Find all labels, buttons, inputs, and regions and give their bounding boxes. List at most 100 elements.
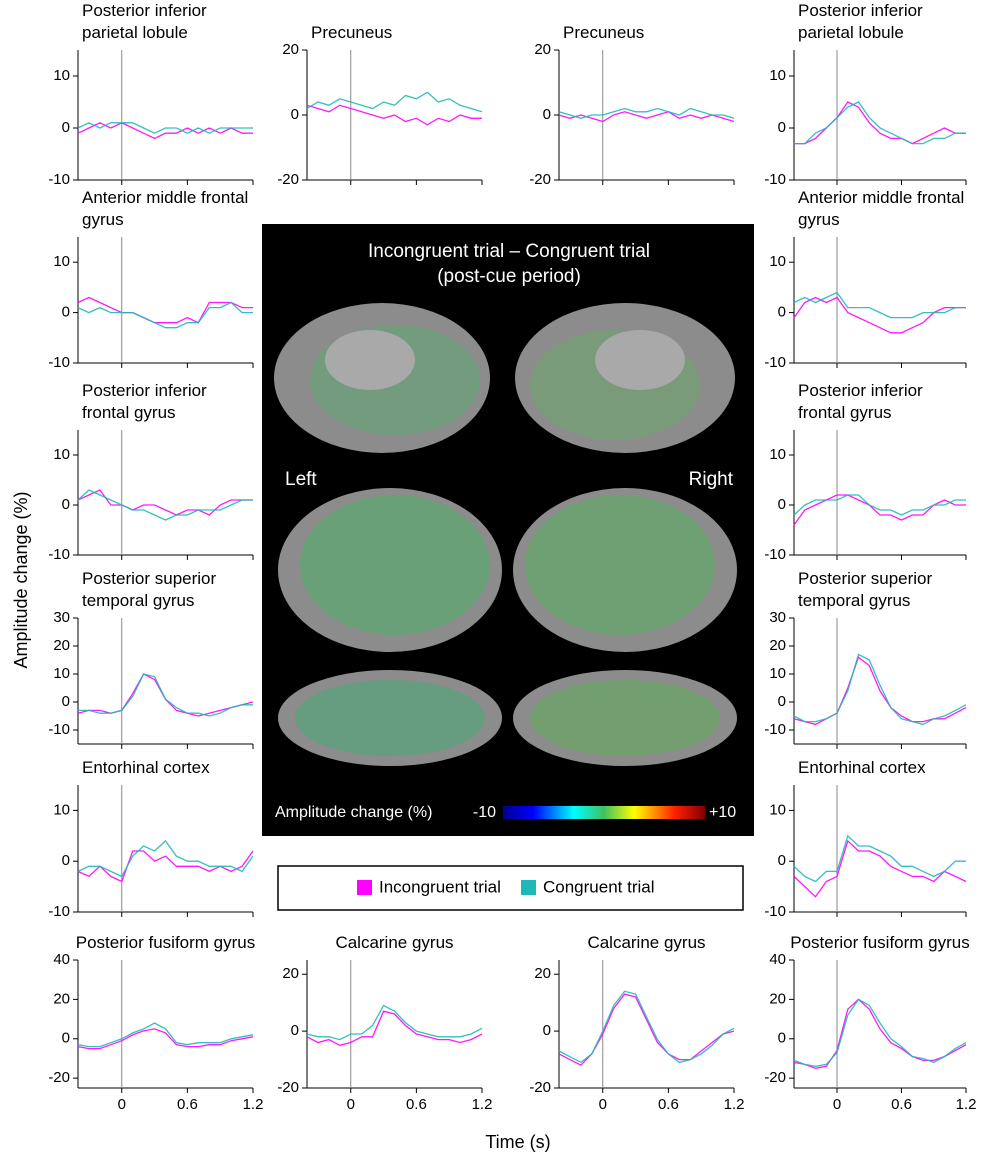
y-tick-label: 0 <box>778 496 786 513</box>
y-tick-label: 0 <box>543 106 551 123</box>
y-tick-label: 30 <box>53 609 70 626</box>
y-tick-label: 0 <box>62 304 70 321</box>
series-line <box>794 999 966 1066</box>
x-tick-label: 0 <box>347 1096 355 1113</box>
series-line <box>794 102 966 144</box>
y-tick-label: -10 <box>48 721 70 738</box>
y-axis-label: Amplitude change (%) <box>11 491 31 668</box>
series-line <box>794 999 966 1068</box>
x-tick-label: 0.6 <box>658 1096 679 1113</box>
y-tick-label: 10 <box>769 801 786 818</box>
series-line <box>794 841 966 897</box>
y-tick-label: 0 <box>778 1030 786 1047</box>
panel-title: Posterior fusiform gyrus <box>734 932 984 954</box>
x-tick-label: 1.2 <box>724 1096 745 1113</box>
series-line <box>307 105 482 125</box>
y-tick-label: -10 <box>764 354 786 371</box>
panel-title: Posterior inferior parietal lobule <box>82 0 254 44</box>
legend-swatch <box>521 880 536 895</box>
y-tick-label: 10 <box>53 67 70 84</box>
panel-subtitle: (post-cue period) <box>437 266 581 287</box>
y-tick-label: 30 <box>769 609 786 626</box>
series-line <box>78 490 253 520</box>
y-tick-label: 20 <box>769 637 786 654</box>
y-tick-label: 10 <box>769 446 786 463</box>
panel-title: Posterior inferior frontal gyrus <box>798 380 970 424</box>
y-tick-label: 10 <box>769 665 786 682</box>
left-label: Left <box>285 469 317 490</box>
y-tick-label: -20 <box>48 1069 70 1086</box>
series-line <box>307 1011 482 1045</box>
y-tick-label: -20 <box>764 1069 786 1086</box>
y-tick-label: 0 <box>778 852 786 869</box>
panel-title: Anterior middle frontal gyrus <box>82 187 254 231</box>
series-line <box>794 495 966 515</box>
x-tick-label: 1.2 <box>472 1096 493 1113</box>
y-tick-label: 20 <box>282 965 299 982</box>
y-tick-label: 20 <box>534 965 551 982</box>
y-tick-label: 0 <box>778 119 786 136</box>
series-line <box>794 102 966 144</box>
y-tick-label: 10 <box>769 67 786 84</box>
y-tick-label: 0 <box>62 852 70 869</box>
figure: Incongruent trial – Congruent trial (pos… <box>0 0 984 1161</box>
series-line <box>78 1023 253 1047</box>
y-tick-label: 0 <box>291 106 299 123</box>
legend-box <box>278 866 743 910</box>
series-line <box>559 994 734 1065</box>
series-line <box>794 292 966 317</box>
series-line <box>307 1006 482 1040</box>
y-tick-label: -20 <box>277 171 299 188</box>
series-line <box>78 123 253 139</box>
x-tick-label: 0.6 <box>406 1096 427 1113</box>
y-tick-label: -10 <box>764 171 786 188</box>
y-tick-label: -10 <box>764 903 786 920</box>
legend-label: Congruent trial <box>543 877 655 896</box>
y-tick-label: -10 <box>764 546 786 563</box>
panel-title: Entorhinal cortex <box>82 757 254 779</box>
legend-label: Incongruent trial <box>379 877 501 896</box>
y-tick-label: 10 <box>769 253 786 270</box>
x-tick-label: 0 <box>599 1096 607 1113</box>
panel-title: Posterior inferior frontal gyrus <box>82 380 254 424</box>
y-tick-label: 0 <box>778 693 786 710</box>
x-tick-label: 1.2 <box>956 1096 977 1113</box>
x-tick-label: 0.6 <box>177 1096 198 1113</box>
panel-title: Incongruent trial – Congruent trial <box>368 241 650 262</box>
y-tick-label: 20 <box>53 637 70 654</box>
y-tick-label: -10 <box>764 721 786 738</box>
series-line <box>794 298 966 333</box>
y-tick-label: -20 <box>529 171 551 188</box>
y-tick-label: 20 <box>282 41 299 58</box>
series-line <box>559 991 734 1062</box>
y-tick-label: 0 <box>62 693 70 710</box>
y-tick-label: 10 <box>53 253 70 270</box>
y-tick-label: 0 <box>778 304 786 321</box>
x-tick-label: 0 <box>833 1096 841 1113</box>
x-tick-label: 1.2 <box>243 1096 264 1113</box>
y-tick-label: -10 <box>48 903 70 920</box>
panel-title: Posterior superior temporal gyrus <box>798 568 970 612</box>
colorbar-min: -10 <box>473 804 496 821</box>
y-tick-label: 10 <box>53 801 70 818</box>
series-line <box>78 674 253 716</box>
panel-title: Calcarine gyrus <box>247 932 542 954</box>
panel-title: Posterior superior temporal gyrus <box>82 568 254 612</box>
series-line <box>794 657 966 724</box>
panel-title: Precuneus <box>311 22 483 44</box>
y-tick-label: 20 <box>53 990 70 1007</box>
y-tick-label: 0 <box>62 1030 70 1047</box>
panel-title: Precuneus <box>563 22 735 44</box>
y-tick-label: 0 <box>62 496 70 513</box>
y-tick-label: 0 <box>62 119 70 136</box>
y-tick-label: 20 <box>534 41 551 58</box>
colorbar <box>503 806 705 819</box>
series-line <box>78 490 253 515</box>
y-tick-label: 0 <box>543 1022 551 1039</box>
series-line <box>78 303 253 328</box>
y-tick-label: 10 <box>53 665 70 682</box>
colorbar-label: Amplitude change (%) <box>275 804 432 821</box>
y-tick-label: -10 <box>48 171 70 188</box>
y-tick-label: 10 <box>53 446 70 463</box>
right-label: Right <box>689 469 734 490</box>
